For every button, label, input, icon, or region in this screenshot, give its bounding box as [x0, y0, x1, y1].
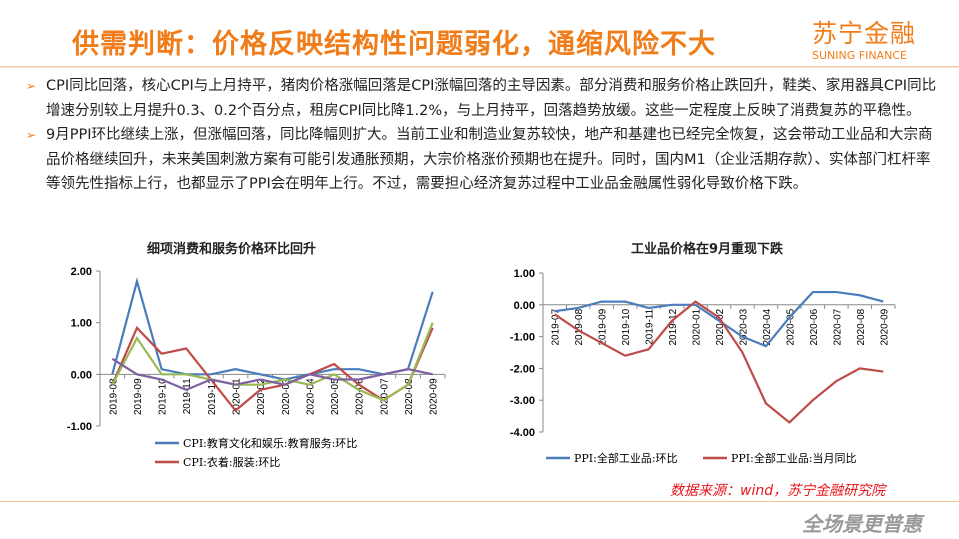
x-tick-label: 2020-05 [785, 308, 796, 345]
x-tick-label: 2020-04 [305, 378, 316, 415]
series-line [554, 290, 884, 348]
data-source: 数据来源：wind，苏宁金融研究院 [670, 483, 886, 499]
x-tick-label: 2020-02 [256, 378, 267, 415]
header-divider [0, 66, 959, 68]
paragraph-text: CPI同比回落，核心CPI与上月持平，猪肉价格涨幅回落是CPI涨幅回落的主导因素… [46, 78, 937, 119]
x-tick-label: 2019-12 [668, 308, 679, 345]
legend-label: PPI:全部工业品:环比 [574, 451, 678, 465]
x-tick-label: 2020-09 [879, 308, 890, 345]
x-tick-label: 2019-09 [133, 378, 144, 415]
x-tick-label: 2020-01 [692, 308, 703, 345]
y-tick-label: 0.00 [71, 369, 92, 381]
x-tick-label: 2019-07 [551, 308, 562, 345]
legend-label: CPI:教育文化和娱乐:教育服务:环比 [183, 436, 357, 450]
x-tick-label: 2019-10 [621, 308, 632, 345]
paragraph-cpi: ➢ CPI同比回落，核心CPI与上月持平，猪肉价格涨幅回落是CPI涨幅回落的主导因… [22, 74, 942, 123]
x-tick-label: 2020-07 [379, 378, 390, 415]
y-tick-label: 2.00 [71, 266, 92, 278]
y-tick-label: -4.00 [510, 427, 535, 439]
series-line [111, 277, 434, 381]
arrow-right-icon: ➢ [26, 79, 37, 93]
paragraph-text: 9月PPI环比继续上涨，但涨幅回落，同比降幅则扩大。当前工业和制造业复苏较快，地… [46, 127, 933, 192]
y-tick-label: -1.00 [510, 332, 535, 344]
x-tick-label: 2020-06 [355, 378, 366, 415]
y-tick-label: -1.00 [67, 421, 92, 433]
x-tick-label: 2019-11 [645, 308, 656, 344]
x-tick-label: 2020-04 [762, 308, 773, 345]
page-title: 供需判断：价格反映结构性问题弱化，通缩风险不大 [72, 29, 716, 60]
logo-cn: 苏宁金融 [812, 19, 917, 48]
x-tick-label: 2020-06 [809, 308, 820, 345]
chart-title-left: 细项消费和服务价格环比回升 [147, 242, 317, 257]
x-tick-label: 2019-10 [158, 378, 169, 415]
x-tick-label: 2020-02 [715, 308, 726, 345]
series-line [554, 300, 884, 424]
slogan-logo: 全场景更普惠 [802, 512, 922, 536]
chart-title-right: 工业品价格在9月重现下跌 [631, 242, 784, 257]
y-tick-label: 0.00 [514, 300, 535, 312]
x-tick-label: 2020-03 [281, 378, 292, 415]
series-line [111, 357, 433, 392]
x-tick-label: 2019-08 [574, 308, 585, 345]
y-tick-label: -3.00 [510, 395, 535, 407]
x-tick-label: 2020-09 [429, 378, 440, 415]
text-body: ➢ CPI同比回落，核心CPI与上月持平，猪肉价格涨幅回落是CPI涨幅回落的主导因… [22, 74, 942, 197]
x-tick-label: 2019-09 [598, 308, 609, 345]
legend-label: CPI:衣着:服装:环比 [183, 455, 280, 469]
x-tick-label: 2019-12 [207, 378, 218, 415]
paragraph-ppi: ➢ 9月PPI环比继续上涨，但涨幅回落，同比降幅则扩大。当前工业和制造业复苏较快，… [22, 123, 942, 197]
x-tick-label: 2019-11 [182, 378, 193, 414]
x-tick-label: 2020-01 [232, 378, 243, 415]
x-tick-label: 2020-08 [404, 378, 415, 415]
suning-finance-logo: 苏宁金融 SUNING FINANCE [812, 14, 916, 62]
x-tick-label: 2019-08 [108, 378, 119, 415]
x-tick-label: 2020-05 [330, 378, 341, 415]
x-tick-label: 2020-03 [738, 308, 749, 345]
logo-en: SUNING FINANCE [812, 49, 907, 62]
y-tick-label: -2.00 [510, 363, 535, 375]
y-tick-label: 1.00 [71, 318, 92, 330]
x-tick-label: 2020-07 [832, 308, 843, 345]
y-tick-label: 1.00 [514, 268, 535, 280]
footer-divider [0, 501, 959, 502]
x-tick-label: 2020-08 [856, 308, 867, 345]
arrow-right-icon: ➢ [26, 128, 37, 142]
legend-label: PPI:全部工业品:当月同比 [731, 451, 857, 465]
